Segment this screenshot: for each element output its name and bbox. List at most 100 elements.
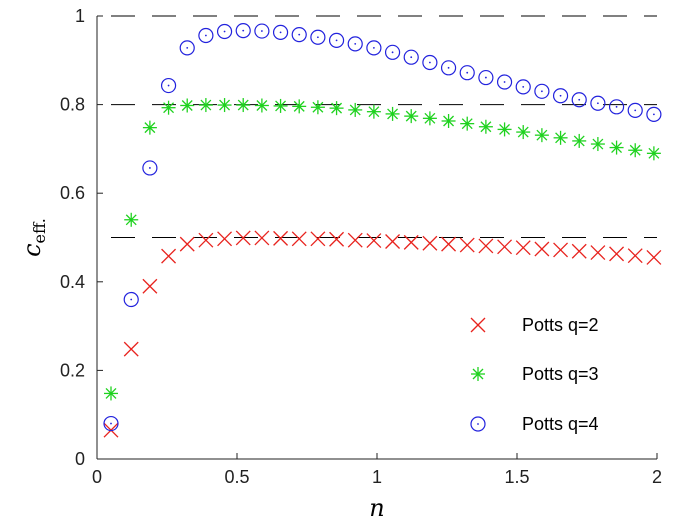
point-s1-16 <box>403 234 419 250</box>
point-s2-13 <box>348 102 363 117</box>
legend-label-1: Potts q=2 <box>522 315 599 335</box>
point-s3-8 <box>254 23 270 39</box>
legend-marker-2 <box>471 367 485 381</box>
x-tick-label-1: 0.5 <box>224 467 249 487</box>
point-s3-15 <box>384 44 401 60</box>
point-s3-27 <box>608 99 625 115</box>
point-s1-29 <box>646 249 662 265</box>
legend-item-1: Potts q=2 <box>470 315 599 335</box>
x-tick-label-3: 1.5 <box>504 467 529 487</box>
x-tick-label-4: 2 <box>652 467 662 487</box>
point-s2-8 <box>254 98 269 113</box>
series-1 <box>103 230 662 438</box>
point-s1-11 <box>310 231 326 247</box>
point-s2-6 <box>217 98 232 113</box>
point-s3-1 <box>123 291 139 308</box>
point-s1-10 <box>291 231 307 247</box>
point-s1-26 <box>590 245 606 261</box>
point-s1-24 <box>553 242 569 258</box>
point-s1-14 <box>366 233 382 249</box>
point-s1-1 <box>123 341 139 357</box>
point-s3-0 <box>103 415 119 432</box>
point-s3-14 <box>366 40 382 56</box>
point-s2-3 <box>161 100 176 115</box>
y-axis-label: ceff. <box>18 218 49 257</box>
point-s2-26 <box>590 137 605 152</box>
point-s1-17 <box>422 235 438 251</box>
y-tick-label-5: 1 <box>75 6 85 26</box>
y-axis-label-main: c <box>18 243 46 256</box>
point-s3-5 <box>198 27 214 44</box>
point-s2-12 <box>329 101 344 116</box>
point-s3-21 <box>496 74 513 90</box>
point-s3-26 <box>590 95 606 111</box>
point-s1-7 <box>235 230 251 246</box>
point-s2-5 <box>198 98 213 113</box>
point-s3-20 <box>478 69 494 86</box>
point-s2-29 <box>646 146 661 161</box>
point-s2-25 <box>572 133 587 148</box>
svg-text:ceff.: ceff. <box>18 218 49 257</box>
legend-item-3: Potts q=4 <box>470 414 599 434</box>
legend-marker-1 <box>470 317 486 333</box>
point-s1-15 <box>385 234 401 249</box>
y-tick-label-2: 0.4 <box>60 272 85 292</box>
point-s3-6 <box>216 23 233 40</box>
point-s2-15 <box>385 106 400 121</box>
x-tick-label-0: 0 <box>92 467 102 487</box>
point-s2-21 <box>497 122 512 137</box>
point-s2-23 <box>534 128 549 143</box>
data-points <box>103 23 662 438</box>
point-s3-19 <box>459 65 475 81</box>
y-tick-label-4: 0.8 <box>60 95 85 115</box>
point-s1-9 <box>273 230 289 246</box>
legend-label-2: Potts q=3 <box>522 364 599 384</box>
point-s1-19 <box>459 237 475 253</box>
point-s1-22 <box>515 240 531 256</box>
reference-lines <box>111 15 657 238</box>
point-s3-29 <box>646 106 662 122</box>
point-s3-28 <box>627 102 643 118</box>
point-s1-8 <box>254 230 270 246</box>
point-s3-12 <box>328 32 345 48</box>
point-s2-24 <box>553 130 568 145</box>
y-tick-label-3: 0.6 <box>60 183 85 203</box>
series-2 <box>104 98 661 401</box>
legend-label-3: Potts q=4 <box>522 414 599 434</box>
y-axis-label-subscript: eff. <box>30 218 49 243</box>
point-s3-24 <box>552 88 569 104</box>
point-s3-11 <box>310 29 326 45</box>
point-s2-20 <box>478 119 493 134</box>
y-tick-label-0: 0 <box>75 449 85 469</box>
point-s1-6 <box>217 231 233 247</box>
point-s3-25 <box>571 92 587 108</box>
point-s2-11 <box>310 100 325 115</box>
point-s2-22 <box>516 125 531 140</box>
point-s2-16 <box>404 109 419 124</box>
point-s1-21 <box>497 239 513 255</box>
point-s3-16 <box>403 49 419 65</box>
point-s3-3 <box>160 77 177 94</box>
legend-item-2: Potts q=3 <box>471 364 599 384</box>
point-s3-9 <box>272 24 289 40</box>
point-s2-7 <box>236 98 251 113</box>
point-s2-1 <box>124 212 139 227</box>
point-s3-2 <box>142 160 158 176</box>
point-s2-14 <box>366 104 381 119</box>
point-s2-10 <box>292 99 307 114</box>
point-s1-27 <box>609 246 625 262</box>
point-s3-22 <box>515 79 531 95</box>
series-3 <box>103 23 662 432</box>
point-s1-12 <box>329 231 345 247</box>
point-s2-28 <box>628 143 643 158</box>
point-s2-9 <box>273 98 288 113</box>
point-s3-23 <box>534 83 550 99</box>
point-s3-4 <box>179 40 195 56</box>
point-s2-0 <box>104 386 118 401</box>
x-tick-label-2: 1 <box>372 467 382 487</box>
point-s1-2 <box>142 278 158 294</box>
point-s1-28 <box>627 248 643 264</box>
legend: Potts q=2 Potts q=3 Potts q=4 <box>470 315 599 434</box>
point-s2-17 <box>422 111 437 126</box>
